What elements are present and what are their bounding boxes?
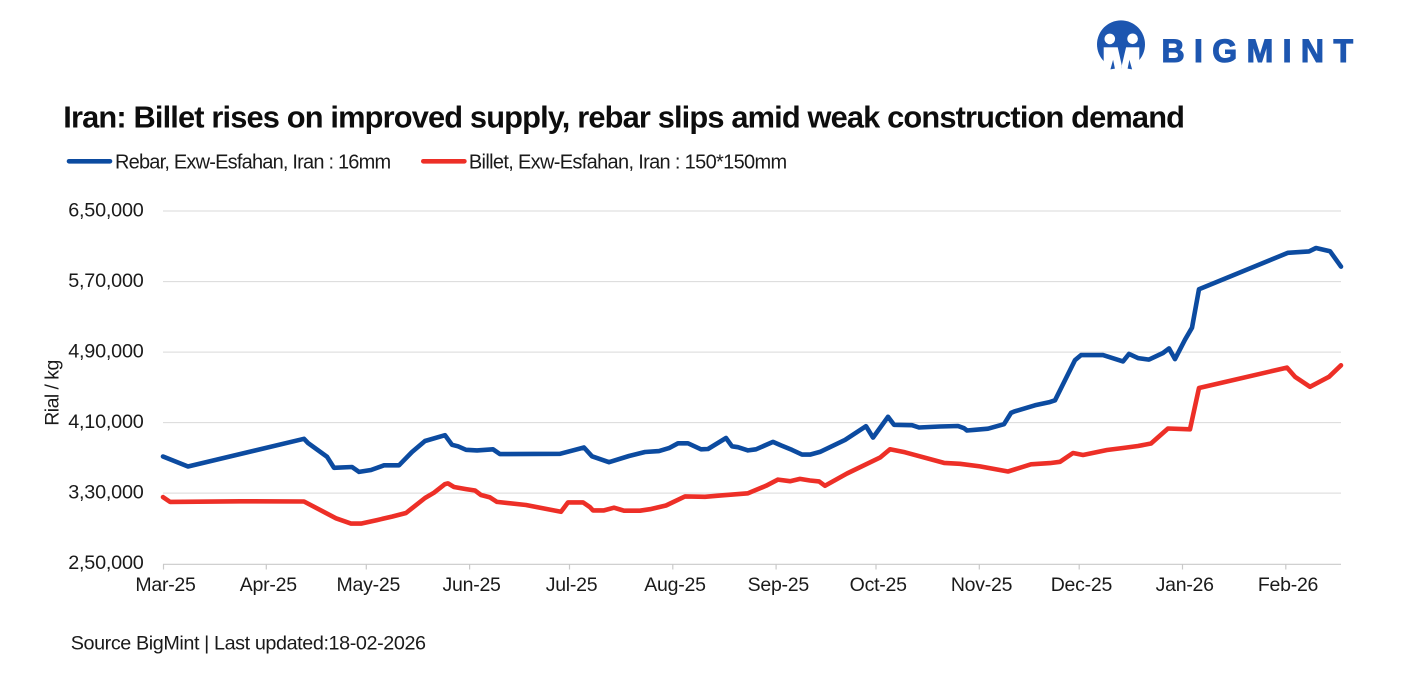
svg-text:Sep-25: Sep-25 [748,574,810,596]
svg-text:Apr-25: Apr-25 [240,574,297,596]
svg-text:Source BigMint | Last updated:: Source BigMint | Last updated:18-02-2026 [71,633,426,655]
svg-text:Rial / kg: Rial / kg [42,360,64,426]
svg-text:Jul-25: Jul-25 [546,574,598,596]
svg-text:Nov-25: Nov-25 [951,574,1013,596]
svg-text:Oct-25: Oct-25 [850,574,907,596]
svg-text:May-25: May-25 [337,574,401,596]
svg-text:3,30,000: 3,30,000 [68,482,144,504]
svg-text:5,70,000: 5,70,000 [68,270,144,292]
svg-text:6,50,000: 6,50,000 [68,200,144,222]
svg-text:Aug-25: Aug-25 [644,574,706,596]
svg-text:Feb-26: Feb-26 [1258,574,1318,596]
svg-text:Rebar, Exw-Esfahan, Iran : 16m: Rebar, Exw-Esfahan, Iran : 16mm [115,151,390,173]
svg-text:Dec-25: Dec-25 [1051,574,1113,596]
svg-text:2,50,000: 2,50,000 [68,552,144,574]
svg-text:Jun-25: Jun-25 [443,574,502,596]
svg-text:Jan-26: Jan-26 [1156,574,1214,596]
svg-text:4,10,000: 4,10,000 [68,411,144,433]
svg-text:Iran: Billet rises on improved: Iran: Billet rises on improved supply, r… [63,100,1184,135]
svg-text:Billet, Exw-Esfahan, Iran : 15: Billet, Exw-Esfahan, Iran : 150*150mm [469,151,787,173]
svg-text:4,90,000: 4,90,000 [68,341,144,363]
svg-text:Mar-25: Mar-25 [135,574,196,596]
svg-text:BIGMINT: BIGMINT [1162,33,1363,69]
